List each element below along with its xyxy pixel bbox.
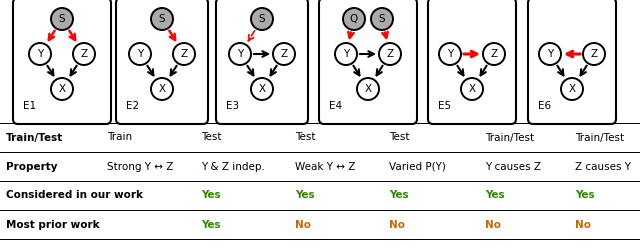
Text: Y: Y: [237, 49, 243, 59]
Text: S: S: [59, 14, 65, 24]
Text: No: No: [389, 220, 405, 229]
Circle shape: [73, 43, 95, 65]
Text: X: X: [159, 84, 166, 94]
Circle shape: [273, 43, 295, 65]
Text: X: X: [364, 84, 372, 94]
Text: E3: E3: [226, 101, 239, 111]
Text: E5: E5: [438, 101, 451, 111]
Text: Weak Y ↔ Z: Weak Y ↔ Z: [295, 162, 355, 171]
Text: Test: Test: [295, 132, 316, 143]
Text: X: X: [58, 84, 65, 94]
Circle shape: [357, 78, 379, 100]
FancyBboxPatch shape: [116, 0, 208, 124]
Text: Z: Z: [591, 49, 598, 59]
Text: X: X: [468, 84, 476, 94]
Text: E4: E4: [329, 101, 342, 111]
Circle shape: [583, 43, 605, 65]
Circle shape: [151, 78, 173, 100]
Text: Train/Test: Train/Test: [575, 132, 624, 143]
Text: Y: Y: [547, 49, 553, 59]
Circle shape: [439, 43, 461, 65]
Text: Yes: Yes: [295, 190, 315, 201]
Text: Train: Train: [107, 132, 132, 143]
Circle shape: [51, 78, 73, 100]
Text: Y: Y: [137, 49, 143, 59]
Circle shape: [335, 43, 357, 65]
Text: S: S: [379, 14, 385, 24]
Circle shape: [343, 8, 365, 30]
Text: Train/Test: Train/Test: [6, 132, 63, 143]
Text: Y: Y: [447, 49, 453, 59]
Circle shape: [229, 43, 251, 65]
Text: Property: Property: [6, 162, 58, 171]
Circle shape: [371, 8, 393, 30]
Text: S: S: [159, 14, 165, 24]
Circle shape: [173, 43, 195, 65]
Text: Yes: Yes: [201, 220, 221, 229]
Text: Strong Y ↔ Z: Strong Y ↔ Z: [107, 162, 173, 171]
Circle shape: [539, 43, 561, 65]
Text: Most prior work: Most prior work: [6, 220, 100, 229]
Text: Train/Test: Train/Test: [485, 132, 534, 143]
Text: S: S: [259, 14, 266, 24]
FancyBboxPatch shape: [13, 0, 111, 124]
Text: Z causes Y: Z causes Y: [575, 162, 631, 171]
Text: Considered in our work: Considered in our work: [6, 190, 143, 201]
FancyBboxPatch shape: [319, 0, 417, 124]
Text: Z: Z: [280, 49, 287, 59]
FancyBboxPatch shape: [216, 0, 308, 124]
Text: Yes: Yes: [575, 190, 595, 201]
Text: No: No: [295, 220, 311, 229]
Text: Y: Y: [343, 49, 349, 59]
Text: Q: Q: [350, 14, 358, 24]
Text: Z: Z: [180, 49, 188, 59]
Text: Y: Y: [37, 49, 43, 59]
Circle shape: [251, 8, 273, 30]
FancyBboxPatch shape: [428, 0, 516, 124]
Circle shape: [561, 78, 583, 100]
Circle shape: [379, 43, 401, 65]
Text: Test: Test: [389, 132, 410, 143]
Text: X: X: [568, 84, 575, 94]
Text: Z: Z: [81, 49, 88, 59]
FancyBboxPatch shape: [528, 0, 616, 124]
Circle shape: [151, 8, 173, 30]
Text: X: X: [259, 84, 266, 94]
Text: No: No: [485, 220, 501, 229]
Text: Yes: Yes: [389, 190, 408, 201]
Circle shape: [483, 43, 505, 65]
Text: E2: E2: [126, 101, 139, 111]
Text: Z: Z: [490, 49, 497, 59]
Text: No: No: [575, 220, 591, 229]
Circle shape: [129, 43, 151, 65]
Text: Z: Z: [387, 49, 394, 59]
Text: Yes: Yes: [201, 190, 221, 201]
Text: Y causes Z: Y causes Z: [485, 162, 541, 171]
Text: Y & Z indep.: Y & Z indep.: [201, 162, 265, 171]
Circle shape: [29, 43, 51, 65]
Circle shape: [461, 78, 483, 100]
Circle shape: [51, 8, 73, 30]
Text: E1: E1: [23, 101, 36, 111]
Text: Test: Test: [201, 132, 221, 143]
Text: Yes: Yes: [485, 190, 504, 201]
Text: E6: E6: [538, 101, 551, 111]
Text: Varied P(Y): Varied P(Y): [389, 162, 446, 171]
Circle shape: [251, 78, 273, 100]
